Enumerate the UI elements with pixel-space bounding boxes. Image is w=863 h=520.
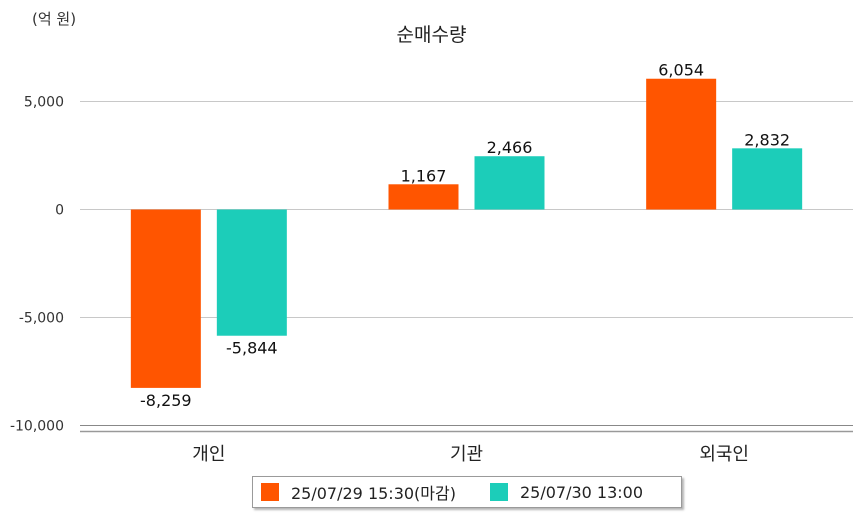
legend: 25/07/29 15:30(마감) 25/07/30 13:00 xyxy=(252,476,682,508)
legend-item-series-1[interactable]: 25/07/29 15:30(마감) xyxy=(261,480,456,504)
y-tick-label: -10,000 xyxy=(10,419,64,435)
data-label: -5,844 xyxy=(226,339,278,358)
x-tick-label: 개인 xyxy=(192,444,225,465)
x-tick-label: 기관 xyxy=(450,444,483,465)
data-label: 6,054 xyxy=(658,61,704,80)
bar xyxy=(646,78,717,210)
x-tick-label: 외국인 xyxy=(699,444,749,465)
legend-swatch-series-1 xyxy=(261,483,279,501)
y-tick-label: 5,000 xyxy=(24,95,64,111)
legend-item-series-2[interactable]: 25/07/30 13:00 xyxy=(489,482,644,502)
bar xyxy=(388,184,459,210)
y-tick-label: 0 xyxy=(55,203,64,219)
bar xyxy=(130,209,201,388)
bar xyxy=(216,209,287,336)
data-label: 2,466 xyxy=(487,138,533,157)
data-label: 2,832 xyxy=(744,130,790,149)
chart-title: 순매수량 xyxy=(396,24,467,46)
legend-label-series-2: 25/07/30 13:00 xyxy=(519,482,644,502)
unit-label: (억 원) xyxy=(32,10,77,28)
data-label: -8,259 xyxy=(140,391,192,410)
bar xyxy=(732,148,803,210)
y-tick-label: -5,000 xyxy=(19,311,64,327)
bar xyxy=(474,156,545,210)
data-label: 1,167 xyxy=(401,166,447,185)
legend-swatch-series-2 xyxy=(489,483,508,501)
legend-label-series-1: 25/07/29 15:30(마감) xyxy=(291,484,456,503)
